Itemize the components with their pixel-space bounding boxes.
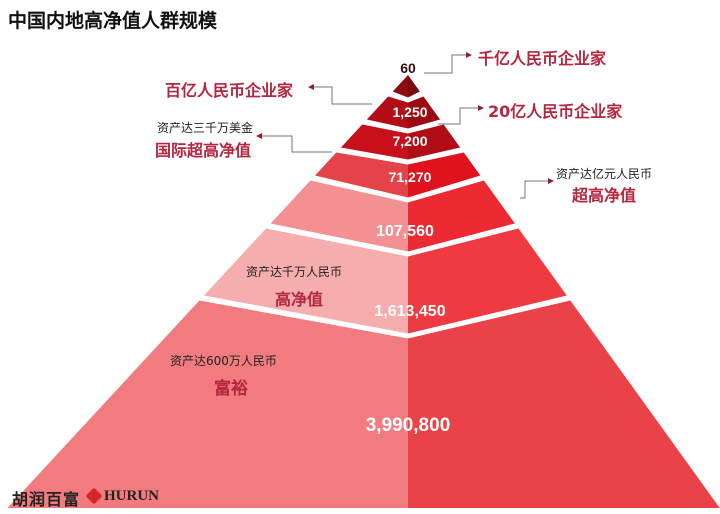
tier-5-left-face [270,180,408,252]
label-affluent: 富裕 [214,379,248,399]
tier-4-left-face [315,152,408,198]
connector-lines [262,54,548,199]
tier-value-7: 3,990,800 [365,415,451,436]
label-hnw-sub: 资产达千万人民币 [246,265,343,279]
tier-6-left-face [204,228,408,334]
tier-value-2: 1,250 [392,104,428,120]
arrowheads [256,52,554,184]
tier-value-6: 1,613,450 [374,303,446,320]
tier-2-left-face [366,96,408,129]
page-title: 中国内地高净值人群规模 [8,10,218,32]
tier-1-left-face [392,75,408,98]
tier-2-right-face [408,96,441,129]
tier-3-left-face [340,124,408,160]
label-ershiyi: 20亿人民币企业家 [488,102,623,121]
label-uhnw: 超高净值 [572,186,637,205]
label-uhnw-sub: 资产达亿元人民币 [556,167,653,181]
tier-5-right-face [408,180,515,252]
label-qianyi: 千亿人民币企业家 [478,49,607,68]
label-intl: 国际超高净值 [155,141,252,160]
brand-logo-en: HURUN [104,488,159,504]
label-hnw: 高净值 [275,290,324,309]
tier-value-1: 60 [400,60,416,76]
tier-6-right-face [408,228,567,334]
tier-value-3: 7,200 [392,133,428,149]
tier-3-right-face [408,124,461,160]
tier-7-right-face [408,300,720,508]
label-affluent-sub: 资产达600万人民币 [170,354,277,368]
tier-1-right-face [408,75,420,98]
label-baiyi: 百亿人民币企业家 [165,81,294,100]
tier-4-right-face [408,152,481,198]
label-intl-sub: 资产达三千万美金 [157,121,254,135]
tier-7-left-face [7,300,408,508]
brand-logo-cn: 胡润百富 [12,490,81,509]
tier-value-4: 71,270 [388,169,432,185]
tier-value-5: 107,560 [376,223,434,240]
